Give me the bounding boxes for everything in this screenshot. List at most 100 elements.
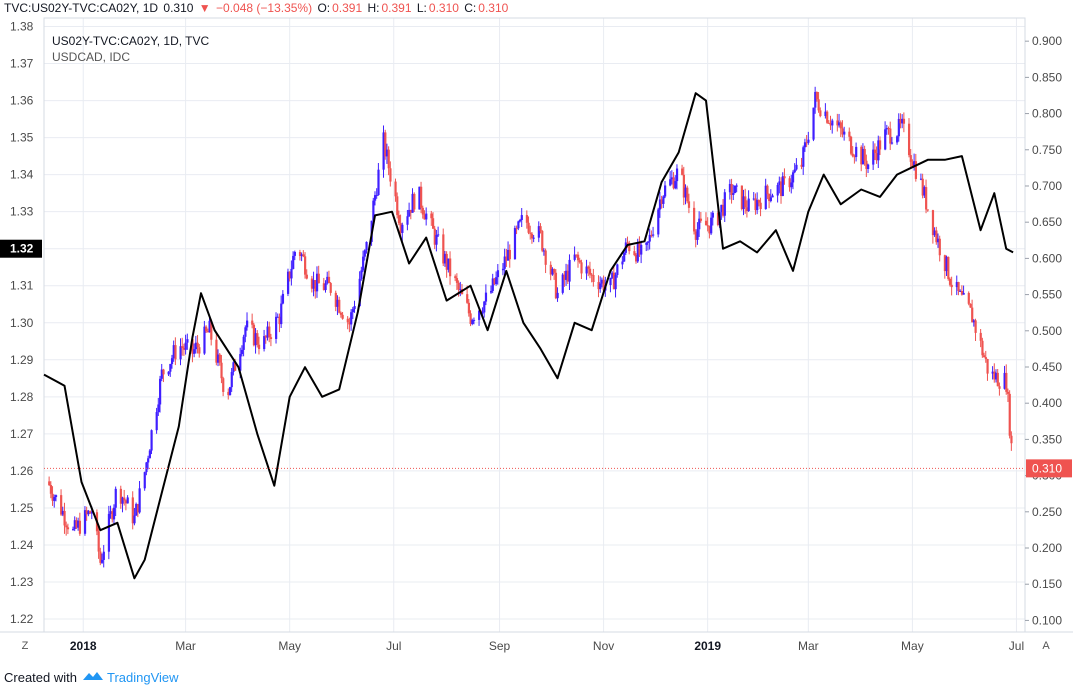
last-price: 0.310 [163, 1, 194, 15]
candle-body [600, 279, 604, 284]
candle-body [960, 291, 964, 295]
zoom-button[interactable]: Z [21, 640, 29, 652]
candle-body [636, 242, 639, 262]
candle-body [293, 251, 296, 256]
time-axis-tick-label: 2018 [70, 639, 97, 653]
candle-body [66, 527, 70, 530]
candle-body [621, 261, 624, 265]
candle-body [150, 430, 153, 451]
candle-body [334, 292, 337, 307]
time-axis-tick-label: Sep [489, 639, 511, 653]
candle-body [305, 274, 308, 279]
candle-body [222, 378, 225, 392]
candle-body [123, 497, 126, 501]
candle-body [365, 241, 368, 251]
candle-body [867, 164, 870, 169]
tradingview-brand[interactable]: TradingView [106, 670, 179, 685]
candle-body [757, 200, 761, 203]
candle-body [860, 146, 863, 165]
candle-body [747, 198, 750, 212]
candle-body [148, 450, 151, 459]
candle-body [914, 161, 918, 179]
candle-body [145, 462, 148, 473]
time-axis: 2018 Mar May Jul Sep Nov 2019 Mar May Jul [70, 639, 1024, 653]
candle-body [292, 255, 295, 269]
candle-body [336, 299, 339, 307]
candle-body [121, 497, 124, 504]
candle-body [967, 292, 970, 304]
candle-body [493, 278, 496, 285]
candle-body [445, 253, 448, 270]
candle-body [660, 199, 663, 204]
candle-body [962, 292, 965, 295]
candle-body [286, 271, 290, 294]
candle-body [457, 282, 460, 290]
candle-body [107, 513, 111, 552]
candle-body [945, 256, 948, 272]
candle-body [217, 354, 220, 363]
left-axis-tick-label: 1.31 [10, 279, 34, 293]
candle-body [907, 123, 911, 156]
candle-body [646, 241, 650, 243]
candle-body [489, 290, 493, 293]
candle-body [513, 227, 517, 260]
candle-body [686, 187, 689, 202]
candle-body [926, 209, 929, 211]
candle-body [843, 131, 846, 135]
auto-scale-button[interactable]: A [1042, 640, 1050, 652]
chart-header: TVC:US02Y-TVC:CA02Y, 1D 0.310 ▼ −0.048 (… [4, 1, 510, 15]
right-axis-tick-label: 0.800 [1032, 107, 1062, 121]
candle-body [887, 127, 890, 129]
candle-body [865, 160, 868, 169]
candle-body [186, 339, 189, 343]
candle-body [124, 500, 128, 504]
candle-body [527, 222, 530, 233]
candle-body [157, 404, 160, 413]
candle-body [698, 218, 701, 230]
chart-canvas[interactable]: 1.38 1.37 1.36 1.35 1.34 1.33 1.32 1.31 1.30 1.29… [0, 0, 1073, 660]
candle-body [693, 207, 696, 232]
candle-body [133, 515, 136, 524]
candle-body [234, 362, 237, 371]
tradingview-logo-icon [82, 670, 104, 685]
candle-body [628, 242, 631, 252]
candle-body [993, 371, 996, 380]
legend-series-spread[interactable]: US02Y-TVC:CA02Y, 1D, TVC [52, 34, 210, 48]
right-axis-tick-label: 0.450 [1032, 360, 1062, 374]
candle-body [590, 274, 593, 276]
candle-body [754, 198, 757, 211]
candle-body [496, 270, 500, 278]
legend-series-usdcad[interactable]: USDCAD, IDC [52, 50, 131, 64]
right-axis-tick-label: 0.350 [1032, 432, 1062, 446]
candle-body [612, 272, 616, 290]
right-axis-tick-label: 0.850 [1032, 70, 1062, 84]
candle-body [597, 281, 600, 290]
candle-body [855, 146, 858, 157]
candle-body [251, 320, 254, 325]
candle-body [611, 272, 614, 278]
candle-body [923, 187, 926, 196]
candle-body [648, 234, 651, 242]
right-axis-tick-label: 0.100 [1032, 613, 1062, 627]
series-legend: US02Y-TVC:CA02Y, 1D, TVC USDCAD, IDC [52, 33, 209, 65]
candle-body [769, 197, 772, 202]
candle-body [327, 276, 331, 284]
candle-body [102, 551, 105, 560]
right-axis-tick-label: 0.650 [1032, 215, 1062, 229]
time-axis-tick-label: Jul [1009, 639, 1024, 653]
candle-body [735, 185, 738, 187]
candle-body [955, 282, 958, 288]
candle-body [563, 274, 566, 280]
candle-body [97, 531, 100, 552]
candle-body [430, 213, 433, 219]
candle-body [998, 386, 1001, 389]
candle-body [431, 218, 435, 229]
candle-body [658, 199, 662, 210]
left-axis-tick-label: 1.29 [10, 353, 34, 367]
candle-body [959, 291, 962, 293]
candle-body [802, 147, 805, 167]
last-price-label: 0.310 [1032, 461, 1062, 475]
last-price-marker [1026, 459, 1072, 478]
candle-body [65, 525, 68, 528]
candle-body [943, 255, 947, 272]
